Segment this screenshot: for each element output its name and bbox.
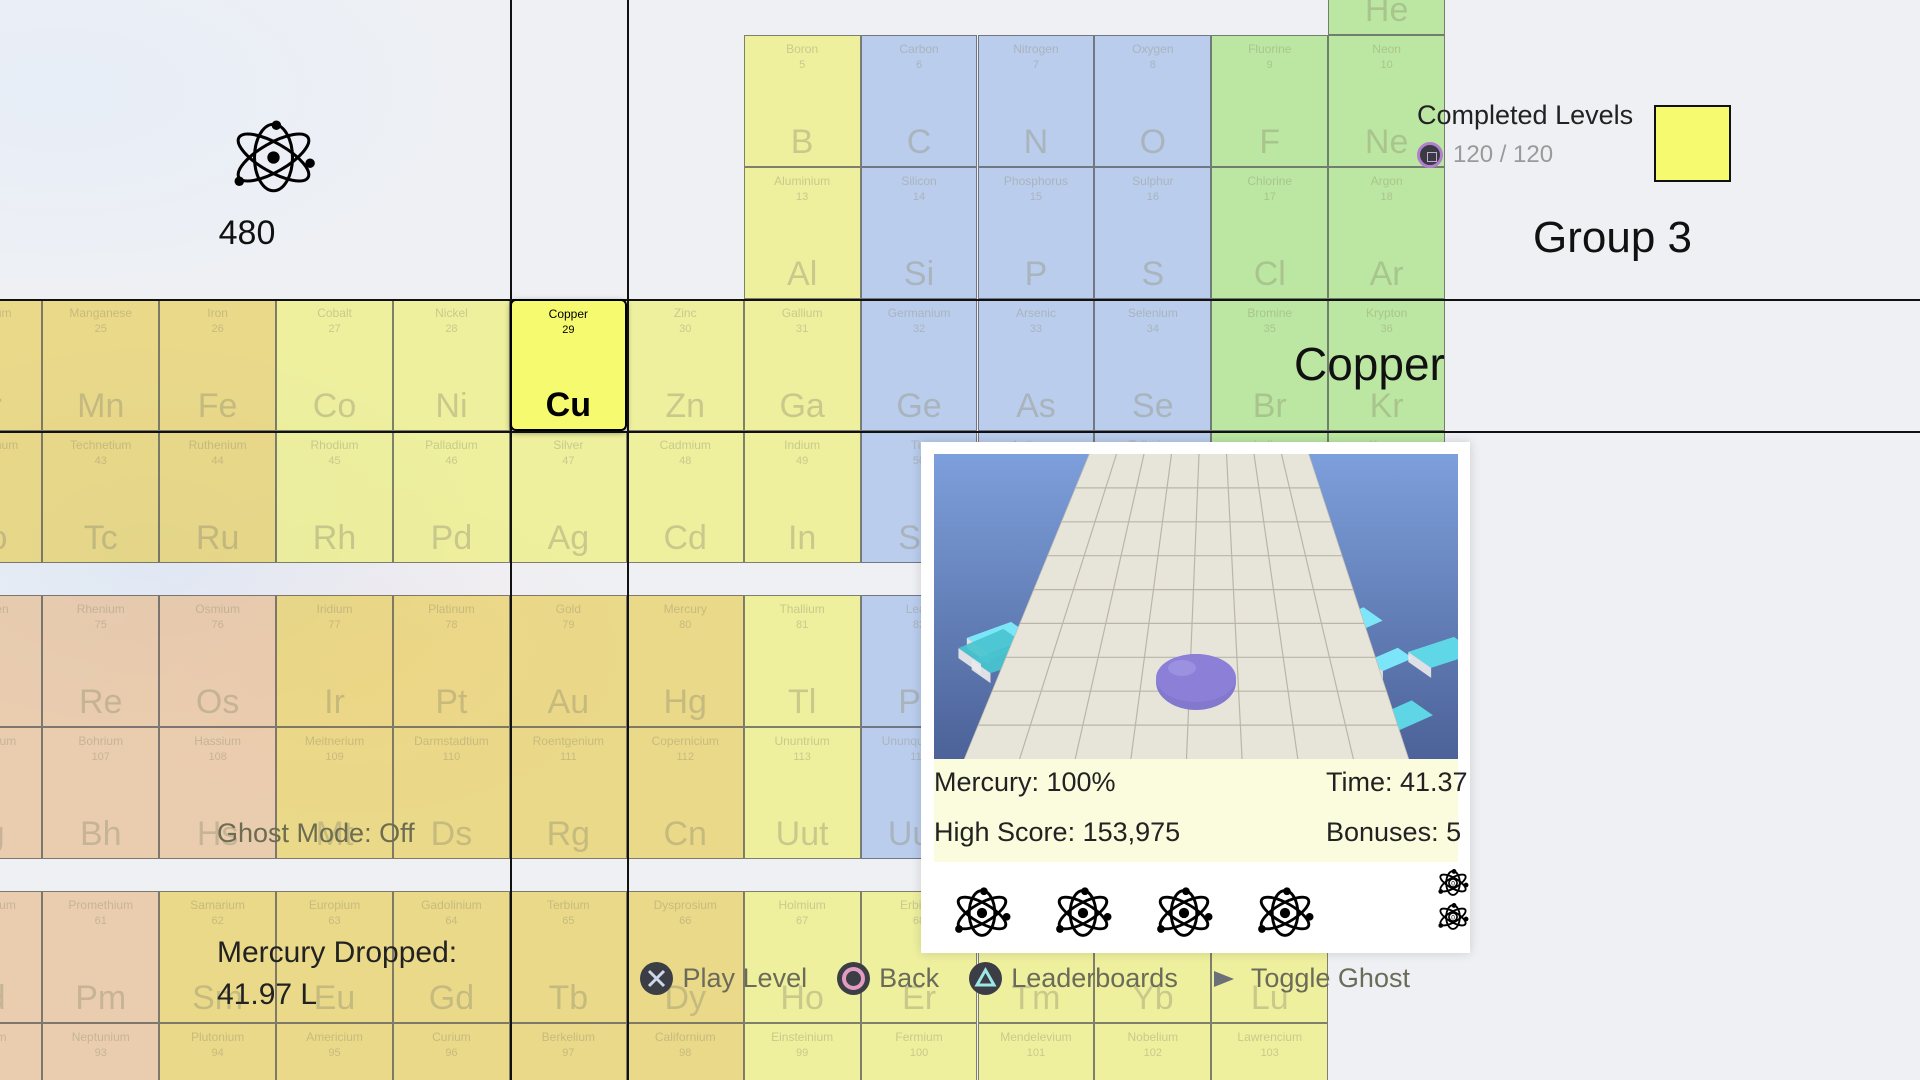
svg-text:0: 0 [1451,880,1455,887]
svg-text:0: 0 [1451,914,1455,921]
